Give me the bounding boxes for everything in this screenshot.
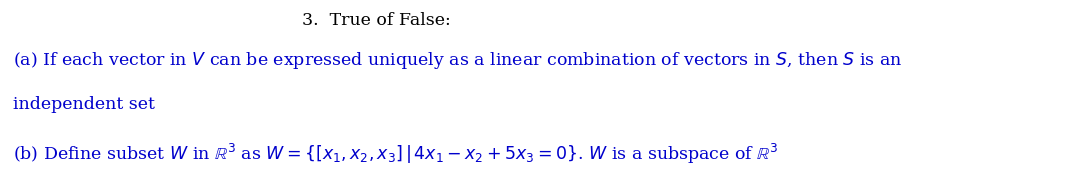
Text: independent set: independent set	[13, 96, 155, 113]
Text: (b) Define subset $W$ in $\mathbb{R}^3$ as $W = \{[x_1, x_2, x_3]\,|\,4x_1 - x_2: (b) Define subset $W$ in $\mathbb{R}^3$ …	[13, 142, 778, 166]
Text: 3.  True of False:: 3. True of False:	[302, 12, 451, 30]
Text: (a) If each vector in $V$ can be expressed uniquely as a linear combination of v: (a) If each vector in $V$ can be express…	[13, 50, 902, 71]
